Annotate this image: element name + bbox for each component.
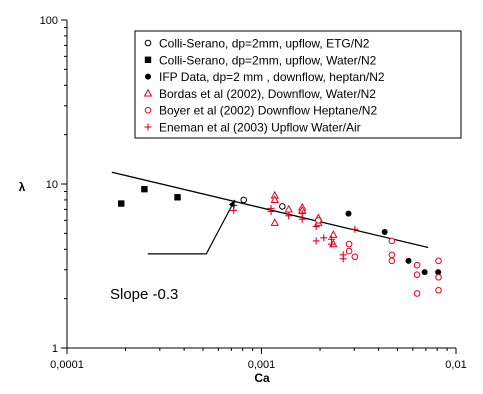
data-point <box>413 290 421 297</box>
data-point <box>284 204 293 213</box>
data-point <box>435 257 442 265</box>
legend-entry: Colli-Serano, dp=2mm, upflow, Water/N2 <box>159 53 377 67</box>
fit-line-segment <box>111 171 429 249</box>
legend-marker <box>144 106 152 114</box>
data-point <box>388 257 396 265</box>
data-point <box>320 234 328 242</box>
data-point <box>351 253 359 261</box>
data-point <box>267 207 275 215</box>
legend-entry: Bordas et al (2002), Downflow, Water/N2 <box>159 87 376 101</box>
annotation-text: Slope -0.3 <box>110 286 178 303</box>
slope-annotation: Slope -0.3 <box>110 199 236 303</box>
data-point <box>270 218 280 226</box>
x-axis-ticks: 0,0001 0,001 0,01 <box>50 348 467 371</box>
legend-marker <box>143 88 153 97</box>
data-point <box>351 225 359 233</box>
legend-box <box>134 30 462 139</box>
data-point <box>405 257 412 264</box>
data-point <box>230 206 238 214</box>
x-tick-label: 0,001 <box>248 359 276 371</box>
data-point <box>345 240 353 248</box>
data-point <box>381 228 388 235</box>
data-point <box>327 240 335 248</box>
data-point <box>345 210 352 217</box>
y-axis-ticks: 1 10 100 <box>40 15 67 355</box>
data-point <box>315 217 322 224</box>
data-point <box>270 195 280 203</box>
data-point <box>388 237 396 245</box>
data-point <box>141 185 148 193</box>
legend-entry: Boyer et al (2002) Downflow Heptane/N2 <box>159 104 377 118</box>
data-point <box>413 261 421 269</box>
data-point <box>413 271 421 278</box>
data-point <box>435 269 442 276</box>
y-tick-label: 100 <box>40 15 58 27</box>
y-tick-label: 10 <box>46 179 58 191</box>
data-point <box>174 194 181 201</box>
legend-marker <box>144 123 152 131</box>
legend: Colli-Serano, dp=2mm, upflow, ETG/N2 Coll… <box>134 30 462 139</box>
data-point <box>388 251 396 259</box>
data-point <box>240 196 248 204</box>
data-point <box>285 212 293 220</box>
y-tick-label: 1 <box>52 343 58 355</box>
annotation-arrow <box>147 199 236 255</box>
y-axis-title: λ <box>19 180 26 194</box>
data-point <box>435 286 442 294</box>
legend-marker <box>144 39 152 47</box>
legend-entry: Colli-Serano, dp=2mm, upflow, ETG/N2 <box>159 37 370 51</box>
data-point <box>421 269 428 276</box>
data-point <box>435 273 442 281</box>
data-point <box>312 223 320 231</box>
data-point <box>298 215 306 223</box>
annotation-arrowhead <box>228 199 235 208</box>
data-point <box>279 203 286 210</box>
legend-entry: Eneman et al (2003) Upflow Water/Air <box>159 121 361 135</box>
data-point <box>118 200 125 207</box>
legend-marker <box>144 56 152 63</box>
x-tick-label: 0,0001 <box>50 359 84 371</box>
x-axis-title: Ca <box>254 371 270 385</box>
data-point <box>312 237 320 245</box>
data-markers <box>118 185 442 297</box>
x-tick-label: 0,01 <box>445 359 466 371</box>
data-point <box>345 247 353 255</box>
data-point <box>339 255 347 263</box>
legend-entry: IFP Data, dp=2 mm , downflow, heptan/N2 <box>159 70 385 84</box>
data-point <box>329 230 338 238</box>
legend-marker <box>145 73 151 80</box>
fit-line <box>111 171 429 249</box>
